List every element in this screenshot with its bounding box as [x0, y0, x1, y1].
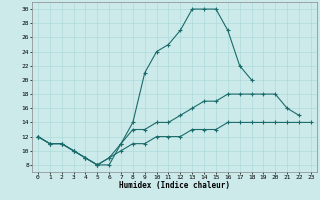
X-axis label: Humidex (Indice chaleur): Humidex (Indice chaleur) — [119, 181, 230, 190]
